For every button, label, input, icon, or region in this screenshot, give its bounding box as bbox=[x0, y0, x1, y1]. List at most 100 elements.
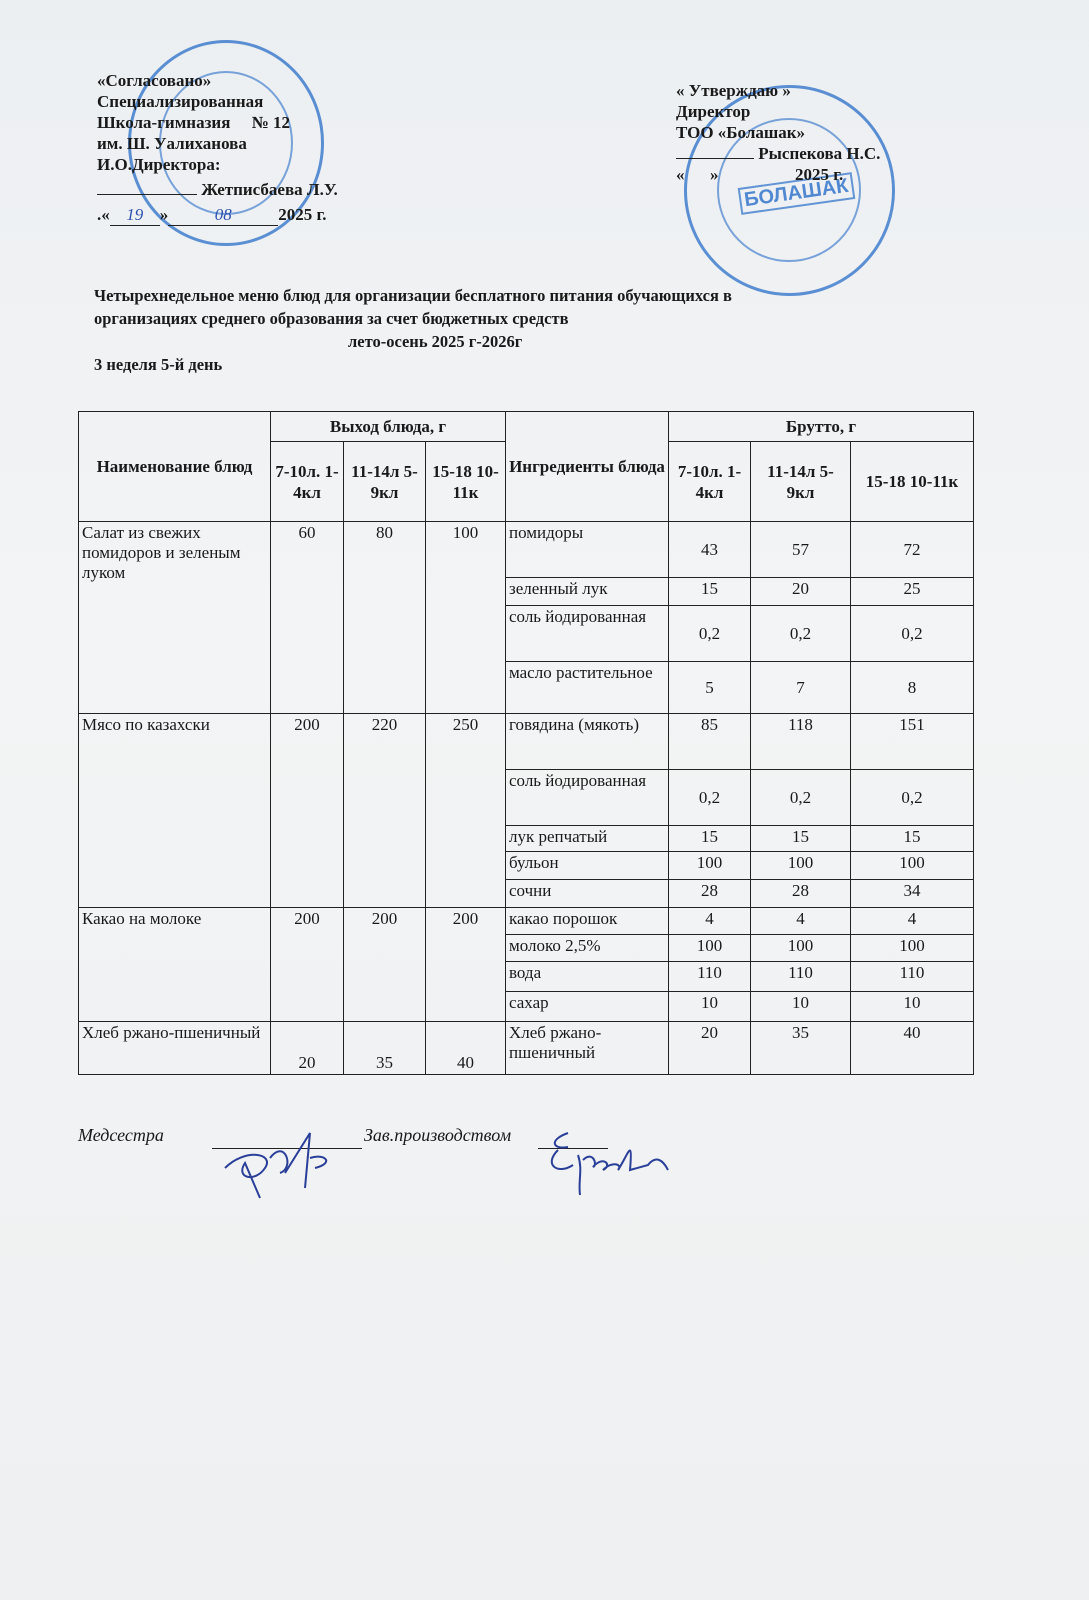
ingredient-gross: 20 bbox=[668, 1021, 751, 1075]
ingredient-gross: 100 bbox=[668, 934, 751, 962]
ingredient-gross: 100 bbox=[668, 851, 751, 880]
position-line: Директор bbox=[676, 102, 751, 121]
ingredient-name: говядина (мякоть) bbox=[505, 713, 669, 770]
ingredient-name: молоко 2,5% bbox=[505, 934, 669, 962]
ingredient-gross: 34 bbox=[850, 879, 974, 908]
header-gross: Брутто, г bbox=[668, 411, 974, 442]
header-yield-age: 15-18 10-11к bbox=[425, 441, 506, 522]
ingredient-gross: 151 bbox=[850, 713, 974, 770]
table-row: вода 110 110 110 bbox=[79, 961, 974, 992]
dish-yield: 40 bbox=[425, 1021, 506, 1075]
ingredient-gross: 85 bbox=[668, 713, 751, 770]
ingredient-name: какао порошок bbox=[505, 907, 669, 935]
ingredient-gross: 0,2 bbox=[850, 769, 974, 826]
nurse-label: Медсестра bbox=[78, 1125, 164, 1145]
ingredient-gross: 110 bbox=[750, 961, 851, 992]
ingredient-gross: 0,2 bbox=[668, 769, 751, 826]
ingredient-name: сочни bbox=[505, 879, 669, 908]
ingredient-gross: 72 bbox=[850, 521, 974, 578]
ingredient-gross: 100 bbox=[850, 934, 974, 962]
dish-yield: 200 bbox=[270, 907, 344, 1022]
header-yield: Выход блюда, г bbox=[270, 411, 506, 442]
header-gross-age: 7-10л. 1-4кл bbox=[668, 441, 751, 522]
ingredient-gross: 10 bbox=[668, 991, 751, 1022]
dish-yield: 60 bbox=[270, 521, 344, 714]
ingredient-gross: 35 bbox=[750, 1021, 851, 1075]
table-row: зеленный лук 15 20 25 bbox=[79, 577, 974, 606]
ingredient-gross: 100 bbox=[750, 851, 851, 880]
dish-yield: 35 bbox=[343, 1021, 426, 1075]
signer-name: Рыспекова Н.С. bbox=[758, 144, 881, 163]
ingredient-gross: 110 bbox=[668, 961, 751, 992]
ingredient-gross: 15 bbox=[668, 825, 751, 852]
date-prefix: .« bbox=[97, 205, 110, 224]
ingredient-gross: 100 bbox=[750, 934, 851, 962]
table-row: соль йодированная 0,2 0,2 0,2 bbox=[79, 769, 974, 826]
table-row: сахар 10 10 10 bbox=[79, 991, 974, 1022]
date-month: 08 bbox=[168, 204, 279, 226]
ingredient-name: лук репчатый bbox=[505, 825, 669, 852]
document-title: Четырехнедельное меню блюд для организац… bbox=[94, 284, 994, 376]
ingredient-gross: 0,2 bbox=[668, 605, 751, 662]
org-line: им. Ш. Уалиханова bbox=[97, 134, 247, 153]
org-line: Школа-гимназия № 12 bbox=[97, 113, 291, 132]
dish-yield: 200 bbox=[343, 907, 426, 1022]
ingredient-gross: 28 bbox=[668, 879, 751, 908]
manager-signature bbox=[550, 1132, 669, 1196]
table-row: Мясо по казахски 200 220 250 говядина (мякот… bbox=[78, 713, 974, 908]
ingredient-gross: 0,2 bbox=[750, 769, 851, 826]
dish-yield: 100 bbox=[425, 521, 506, 714]
ingredient-name: сахар bbox=[505, 991, 669, 1022]
manager-signature-line bbox=[538, 1148, 608, 1149]
date-suffix: » bbox=[159, 205, 169, 224]
ingredient-name: помидоры bbox=[505, 521, 669, 578]
company-stamp: БОЛАШАК bbox=[684, 85, 895, 296]
dish-yield: 200 bbox=[270, 713, 344, 908]
title-line: Четырехнедельное меню блюд для организац… bbox=[94, 286, 732, 305]
dish-yield: 250 bbox=[425, 713, 506, 908]
ingredient-gross: 7 bbox=[750, 661, 851, 714]
dish-name: Хлеб ржано-пшеничный bbox=[78, 1021, 271, 1075]
header-yield-age: 11-14л 5-9кл bbox=[343, 441, 426, 522]
dish-name: Мясо по казахски bbox=[78, 713, 271, 908]
ingredient-gross: 57 bbox=[750, 521, 851, 578]
ingredient-gross: 20 bbox=[750, 577, 851, 606]
ingredient-gross: 100 bbox=[850, 851, 974, 880]
ingredient-name: соль йодированная bbox=[505, 605, 669, 662]
ingredient-gross: 4 bbox=[750, 907, 851, 935]
org-line: Специализированная bbox=[97, 92, 264, 111]
date-year: 2025 г. bbox=[278, 205, 327, 224]
ingredient-gross: 5 bbox=[668, 661, 751, 714]
org-line: ТОО «Болашак» bbox=[676, 123, 806, 142]
header-dish: Наименование блюд bbox=[78, 411, 271, 522]
table-row: соль йодированная 0,2 0,2 0,2 bbox=[79, 605, 974, 662]
ingredient-gross: 40 bbox=[850, 1021, 974, 1075]
dish-name: Какао на молоке bbox=[78, 907, 271, 1022]
table-row: бульон 100 100 100 bbox=[79, 851, 974, 880]
school-stamp bbox=[128, 40, 324, 246]
manager-label: Зав.производством bbox=[364, 1125, 512, 1145]
approval-left: «Согласовано» Специализированная Школа-г… bbox=[97, 70, 338, 226]
signer-name: Жетписбаева Л.У. bbox=[201, 180, 338, 199]
dish-yield: 80 bbox=[343, 521, 426, 714]
ingredient-gross: 15 bbox=[750, 825, 851, 852]
ingredient-gross: 0,2 bbox=[750, 605, 851, 662]
approval-right: « Утверждаю » Директор ТОО «Болашак» Рыс… bbox=[676, 80, 880, 185]
ingredient-gross: 15 bbox=[668, 577, 751, 606]
date-day: 19 bbox=[109, 204, 160, 226]
approval-label: «Согласовано» bbox=[97, 71, 212, 90]
ingredient-name: соль йодированная bbox=[505, 769, 669, 826]
ingredient-gross: 110 bbox=[850, 961, 974, 992]
ingredient-gross: 25 bbox=[850, 577, 974, 606]
title-line: организациях среднего образования за сче… bbox=[94, 309, 569, 328]
ingredient-gross: 10 bbox=[850, 991, 974, 1022]
dish-yield: 200 bbox=[425, 907, 506, 1022]
approval-label: « Утверждаю » bbox=[676, 81, 791, 100]
ingredient-gross: 43 bbox=[668, 521, 751, 578]
ingredient-name: зеленный лук bbox=[505, 577, 669, 606]
ingredient-name: вода bbox=[505, 961, 669, 992]
nurse-signature bbox=[224, 1132, 328, 1199]
table-row: Салат из свежих помидоров и зеленым луко… bbox=[78, 521, 974, 714]
nurse-signature-line bbox=[212, 1148, 362, 1149]
header-yield-age: 7-10л. 1-4кл bbox=[270, 441, 344, 522]
